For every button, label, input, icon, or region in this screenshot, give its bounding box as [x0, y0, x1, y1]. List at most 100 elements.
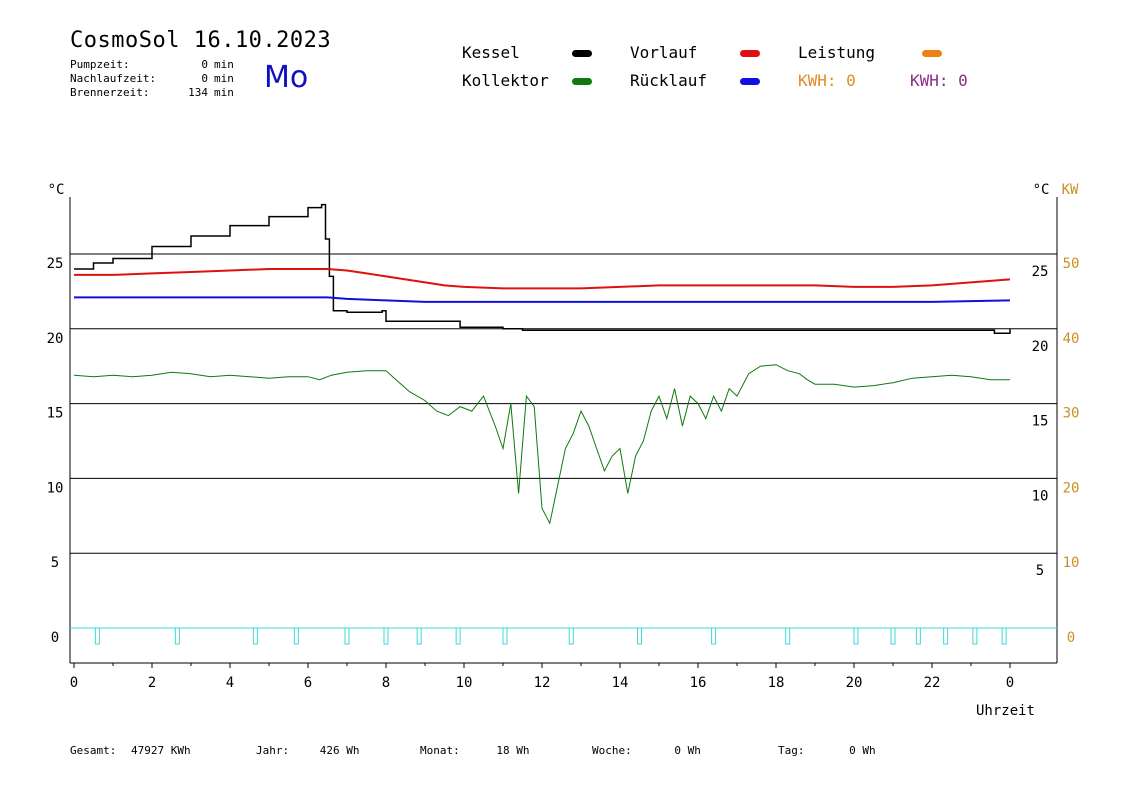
pump-pulse-mark	[293, 627, 299, 645]
footer-label: Monat:	[420, 744, 460, 757]
info-row-brennerzeit: Brennerzeit: 134 min	[70, 86, 234, 100]
legend-leistung-swatch	[922, 50, 942, 57]
y-right-tick-label: 25	[1032, 264, 1049, 280]
legend-kwh-1: KWH: 0	[798, 71, 856, 90]
footer-gesamt: Gesamt: 47927 KWh	[70, 744, 191, 757]
info-label: Brennerzeit:	[70, 86, 150, 99]
series-line-kollektor	[73, 364, 1010, 525]
y-left-tick-label: 20	[47, 331, 64, 347]
pump-pulse-mark	[890, 627, 896, 645]
legend-vorlauf-label: Vorlauf	[630, 43, 698, 62]
legend-vorlauf-swatch	[740, 50, 760, 57]
pump-pulse-mark	[252, 627, 258, 645]
pump-pulse-mark	[502, 627, 508, 645]
pump-pulse-mark	[637, 627, 642, 645]
x-tick-label: 4	[226, 675, 234, 691]
footer-label: Gesamt:	[70, 744, 117, 757]
pump-pulse-mark	[344, 627, 350, 645]
pump-pulse-mark	[383, 627, 389, 645]
footer-tag: Tag: 0 Wh	[778, 744, 876, 757]
pump-pulse-mark	[174, 627, 180, 645]
y-right2-tick-label: 50	[1063, 256, 1080, 272]
legend-ruecklauf-swatch	[740, 78, 760, 85]
series-line-ruecklauf	[74, 296, 1011, 303]
info-label: Nachlaufzeit:	[70, 72, 157, 85]
x-tick-label: 18	[768, 675, 785, 691]
legend-kollektor-label: Kollektor	[462, 71, 549, 90]
y-right2-unit-label: KW	[1062, 182, 1079, 198]
y-right2-tick-label: 20	[1063, 480, 1080, 496]
chart-title: CosmoSol 16.10.2023	[70, 28, 332, 53]
info-unit: min	[214, 86, 234, 99]
y-right-tick-label: 20	[1032, 339, 1049, 355]
info-value: 134	[188, 86, 208, 99]
series-line-vorlauf	[74, 268, 1011, 290]
legend-leistung-label: Leistung	[798, 43, 876, 62]
legend-kessel-label: Kessel	[462, 43, 520, 62]
x-tick-label: 0	[1006, 675, 1014, 691]
legend-kessel-swatch	[572, 50, 592, 57]
x-tick-label: 2	[148, 675, 156, 691]
y-left-tick-label: 5	[51, 555, 59, 571]
pump-pulse-mark	[853, 627, 859, 645]
legend-kwh-2: KWH: 0	[910, 71, 968, 90]
y-left-tick-label: 10	[47, 480, 64, 496]
pump-pulse-mark	[568, 627, 574, 645]
x-tick-label: 0	[70, 675, 78, 691]
y-right-tick-label: 5	[1036, 563, 1044, 579]
info-label: Pumpzeit:	[70, 58, 130, 71]
weekday-label: Mo	[264, 60, 309, 95]
footer-jahr: Jahr: 426 Wh	[256, 744, 360, 757]
pump-pulse-mark	[785, 627, 791, 645]
footer-value: 47927 KWh	[130, 744, 191, 757]
y-right2-tick-label: 0	[1067, 630, 1075, 646]
info-value: 0	[201, 72, 208, 85]
info-row-pumpzeit: Pumpzeit: 0 min	[70, 58, 234, 72]
x-tick-label: 8	[382, 675, 390, 691]
y-right-tick-label: 10	[1032, 488, 1049, 504]
pump-pulse-mark	[943, 627, 949, 645]
y-right2-tick-label: 30	[1063, 406, 1080, 422]
y-right-tick-label: 15	[1032, 414, 1049, 430]
footer-woche: Woche: 0 Wh	[592, 744, 701, 757]
x-tick-label: 12	[534, 675, 551, 691]
y-right2-tick-label: 40	[1063, 331, 1080, 347]
x-tick-label: 20	[846, 675, 863, 691]
info-row-nachlaufzeit: Nachlaufzeit: 0 min	[70, 72, 234, 86]
pump-pulse-mark	[972, 627, 978, 645]
x-tick-label: 22	[924, 675, 941, 691]
info-unit: min	[214, 72, 234, 85]
y-left-tick-label: 0	[51, 630, 59, 646]
info-unit: min	[214, 58, 234, 71]
pump-pulse-mark	[94, 627, 100, 645]
series-line-kessel	[74, 203, 1011, 335]
x-tick-label: 14	[612, 675, 629, 691]
footer-value: 426 Wh	[319, 744, 360, 757]
pump-pulse-mark	[455, 627, 461, 645]
y-left-tick-label: 25	[47, 256, 64, 272]
x-axis-label: Uhrzeit	[976, 703, 1035, 719]
y-left-tick-label: 15	[47, 406, 64, 422]
legend-kollektor-swatch	[572, 78, 592, 85]
footer-label: Tag:	[778, 744, 805, 757]
y-right-unit-label: °C	[1033, 182, 1050, 198]
footer-label: Woche:	[592, 744, 632, 757]
info-value: 0	[201, 58, 208, 71]
x-tick-label: 16	[690, 675, 707, 691]
footer-value: 18 Wh	[496, 744, 530, 757]
pump-pulse-mark	[1001, 627, 1007, 645]
pump-pulse-mark	[416, 627, 422, 645]
y-left-unit-label: °C	[48, 182, 65, 198]
x-tick-label: 6	[304, 675, 312, 691]
pump-pulse-mark	[915, 627, 921, 645]
footer-value: 0 Wh	[849, 744, 876, 757]
runtime-info: Pumpzeit: 0 min Nachlaufzeit: 0 min Bren…	[70, 58, 234, 100]
legend-ruecklauf-label: Rücklauf	[630, 71, 708, 90]
footer-value: 0 Wh	[674, 744, 701, 757]
x-tick-label: 10	[456, 675, 473, 691]
y-right2-tick-label: 10	[1063, 555, 1080, 571]
footer-monat: Monat: 18 Wh	[420, 744, 530, 757]
pump-pulse-mark	[711, 627, 717, 645]
footer-label: Jahr:	[256, 744, 290, 757]
